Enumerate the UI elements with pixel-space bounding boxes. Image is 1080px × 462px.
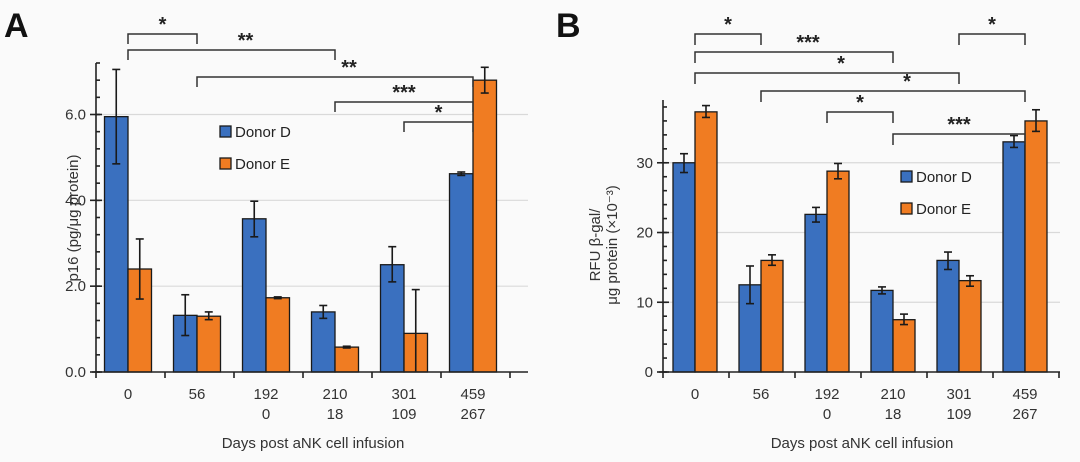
significance-label: *** (796, 32, 820, 54)
panel-a-bars (103, 66, 498, 373)
x-tick-label-days: 0 (691, 386, 699, 403)
significance-label: * (856, 92, 864, 114)
panel-a-legend: Donor D Donor E (219, 124, 291, 173)
panel-b-bars (672, 104, 1048, 373)
panel-a-axes: 0.0 2.0 4.0 6.0 0 56 192 0 210 18 301 109 459 267 (65, 62, 528, 423)
bar-donor-e (694, 111, 718, 373)
panel-b-grid (663, 162, 1060, 303)
y-tick-label: 20 (636, 225, 653, 242)
panel-a-letter: A (4, 7, 29, 45)
legend-label-donor-e: Donor E (916, 201, 971, 218)
legend-label-donor-d: Donor D (235, 124, 291, 141)
legend-label-donor-e: Donor E (235, 156, 290, 173)
panel-b-x-axis-title: Days post aNK cell infusion (771, 435, 954, 452)
bar-donor-e (892, 319, 916, 373)
significance-label: ** (238, 30, 254, 52)
bar-donor-e (826, 170, 850, 373)
x-tick-label-days-secondary: 267 (1012, 406, 1037, 423)
panel-b-letter: B (556, 7, 581, 45)
x-tick-label-days: 0 (124, 386, 132, 403)
y-tick-label: 6.0 (65, 107, 86, 124)
x-tick-label-days: 192 (814, 386, 839, 403)
x-tick-label-days-secondary: 109 (391, 406, 416, 423)
panel-a: A 0.0 2.0 4.0 6.0 0 56 192 0 210 18 301 109 459 267 *… (4, 7, 528, 452)
significance-label: * (837, 53, 845, 75)
panel-b-legend: Donor D Donor E (900, 169, 972, 218)
x-tick-label-days-secondary: 0 (823, 406, 831, 423)
legend-label-donor-d: Donor D (916, 169, 972, 186)
y-tick-label: 30 (636, 155, 653, 172)
bar-donor-e (196, 315, 222, 373)
x-tick-label-days: 210 (322, 386, 347, 403)
y-tick-label: 0 (645, 364, 653, 381)
bar-donor-d (448, 173, 474, 373)
significance-bracket (127, 33, 198, 44)
x-tick-label-days: 459 (1012, 386, 1037, 403)
legend-swatch-donor-e (219, 157, 232, 170)
x-tick-label-days-secondary: 18 (885, 406, 902, 423)
bar-donor-e (1024, 120, 1048, 373)
bar-donor-d (241, 218, 267, 373)
x-tick-label-days: 301 (946, 386, 971, 403)
significance-label: * (903, 71, 911, 93)
y-tick-label: 0.0 (65, 364, 86, 381)
legend-swatch-donor-d (900, 170, 913, 183)
y-tick-label: 10 (636, 294, 653, 311)
significance-label: * (435, 102, 443, 124)
panel-a-significance: ********* (127, 14, 474, 132)
bar-donor-d (1002, 141, 1026, 373)
panel-a-y-axis-title: p16 (pg/μg protein) (65, 154, 82, 281)
panel-b-axes: 0 10 20 30 0 56 192 0 210 18 301 109 459 267 (636, 100, 1060, 423)
bar-donor-d (672, 162, 696, 373)
panel-b-y-axis-title-line2: μg protein (×10⁻³) (604, 185, 621, 305)
y-tick-label: 2.0 (65, 278, 86, 295)
bar-donor-d (804, 213, 828, 373)
bar-donor-d (936, 259, 960, 373)
x-tick-label-days: 56 (753, 386, 770, 403)
x-tick-label-days-secondary: 267 (460, 406, 485, 423)
x-tick-label-days-secondary: 18 (327, 406, 344, 423)
x-tick-label-days-secondary: 0 (262, 406, 270, 423)
significance-label: *** (392, 82, 416, 104)
bar-donor-e (958, 279, 982, 373)
significance-label: * (724, 14, 732, 36)
x-tick-label-days: 210 (880, 386, 905, 403)
significance-label: * (159, 14, 167, 36)
significance-bracket (694, 72, 960, 84)
significance-bracket (694, 51, 894, 63)
bar-donor-e (334, 346, 360, 373)
significance-bracket (403, 121, 474, 132)
significance-bracket (760, 90, 1026, 102)
panel-b-significance: * ********** (694, 14, 1026, 145)
bar-donor-d (870, 289, 894, 373)
panel-a-x-axis-title: Days post aNK cell infusion (222, 435, 405, 452)
significance-label: *** (947, 114, 971, 136)
significance-bracket (892, 133, 1026, 145)
panel-b-y-axis-title-line1: RFU β-gal/ (587, 208, 604, 282)
y-tick-label: 4.0 (65, 192, 86, 209)
legend-swatch-donor-d (219, 125, 232, 138)
significance-bracket (334, 101, 474, 112)
x-tick-label-days: 301 (391, 386, 416, 403)
x-tick-label-days-secondary: 109 (946, 406, 971, 423)
significance-bracket (694, 33, 762, 45)
significance-bracket (127, 49, 336, 60)
significance-bracket (958, 33, 1026, 45)
x-tick-label-days: 192 (253, 386, 278, 403)
x-tick-label-days: 459 (460, 386, 485, 403)
significance-label: ** (341, 57, 357, 79)
bar-donor-e (472, 79, 498, 373)
significance-label: * (988, 14, 996, 36)
bar-donor-d (310, 311, 336, 373)
bar-donor-e (265, 297, 291, 373)
legend-swatch-donor-e (900, 202, 913, 215)
bar-donor-e (760, 259, 784, 373)
significance-bracket (826, 111, 894, 123)
x-tick-label-days: 56 (189, 386, 206, 403)
significance-bracket (196, 76, 474, 87)
